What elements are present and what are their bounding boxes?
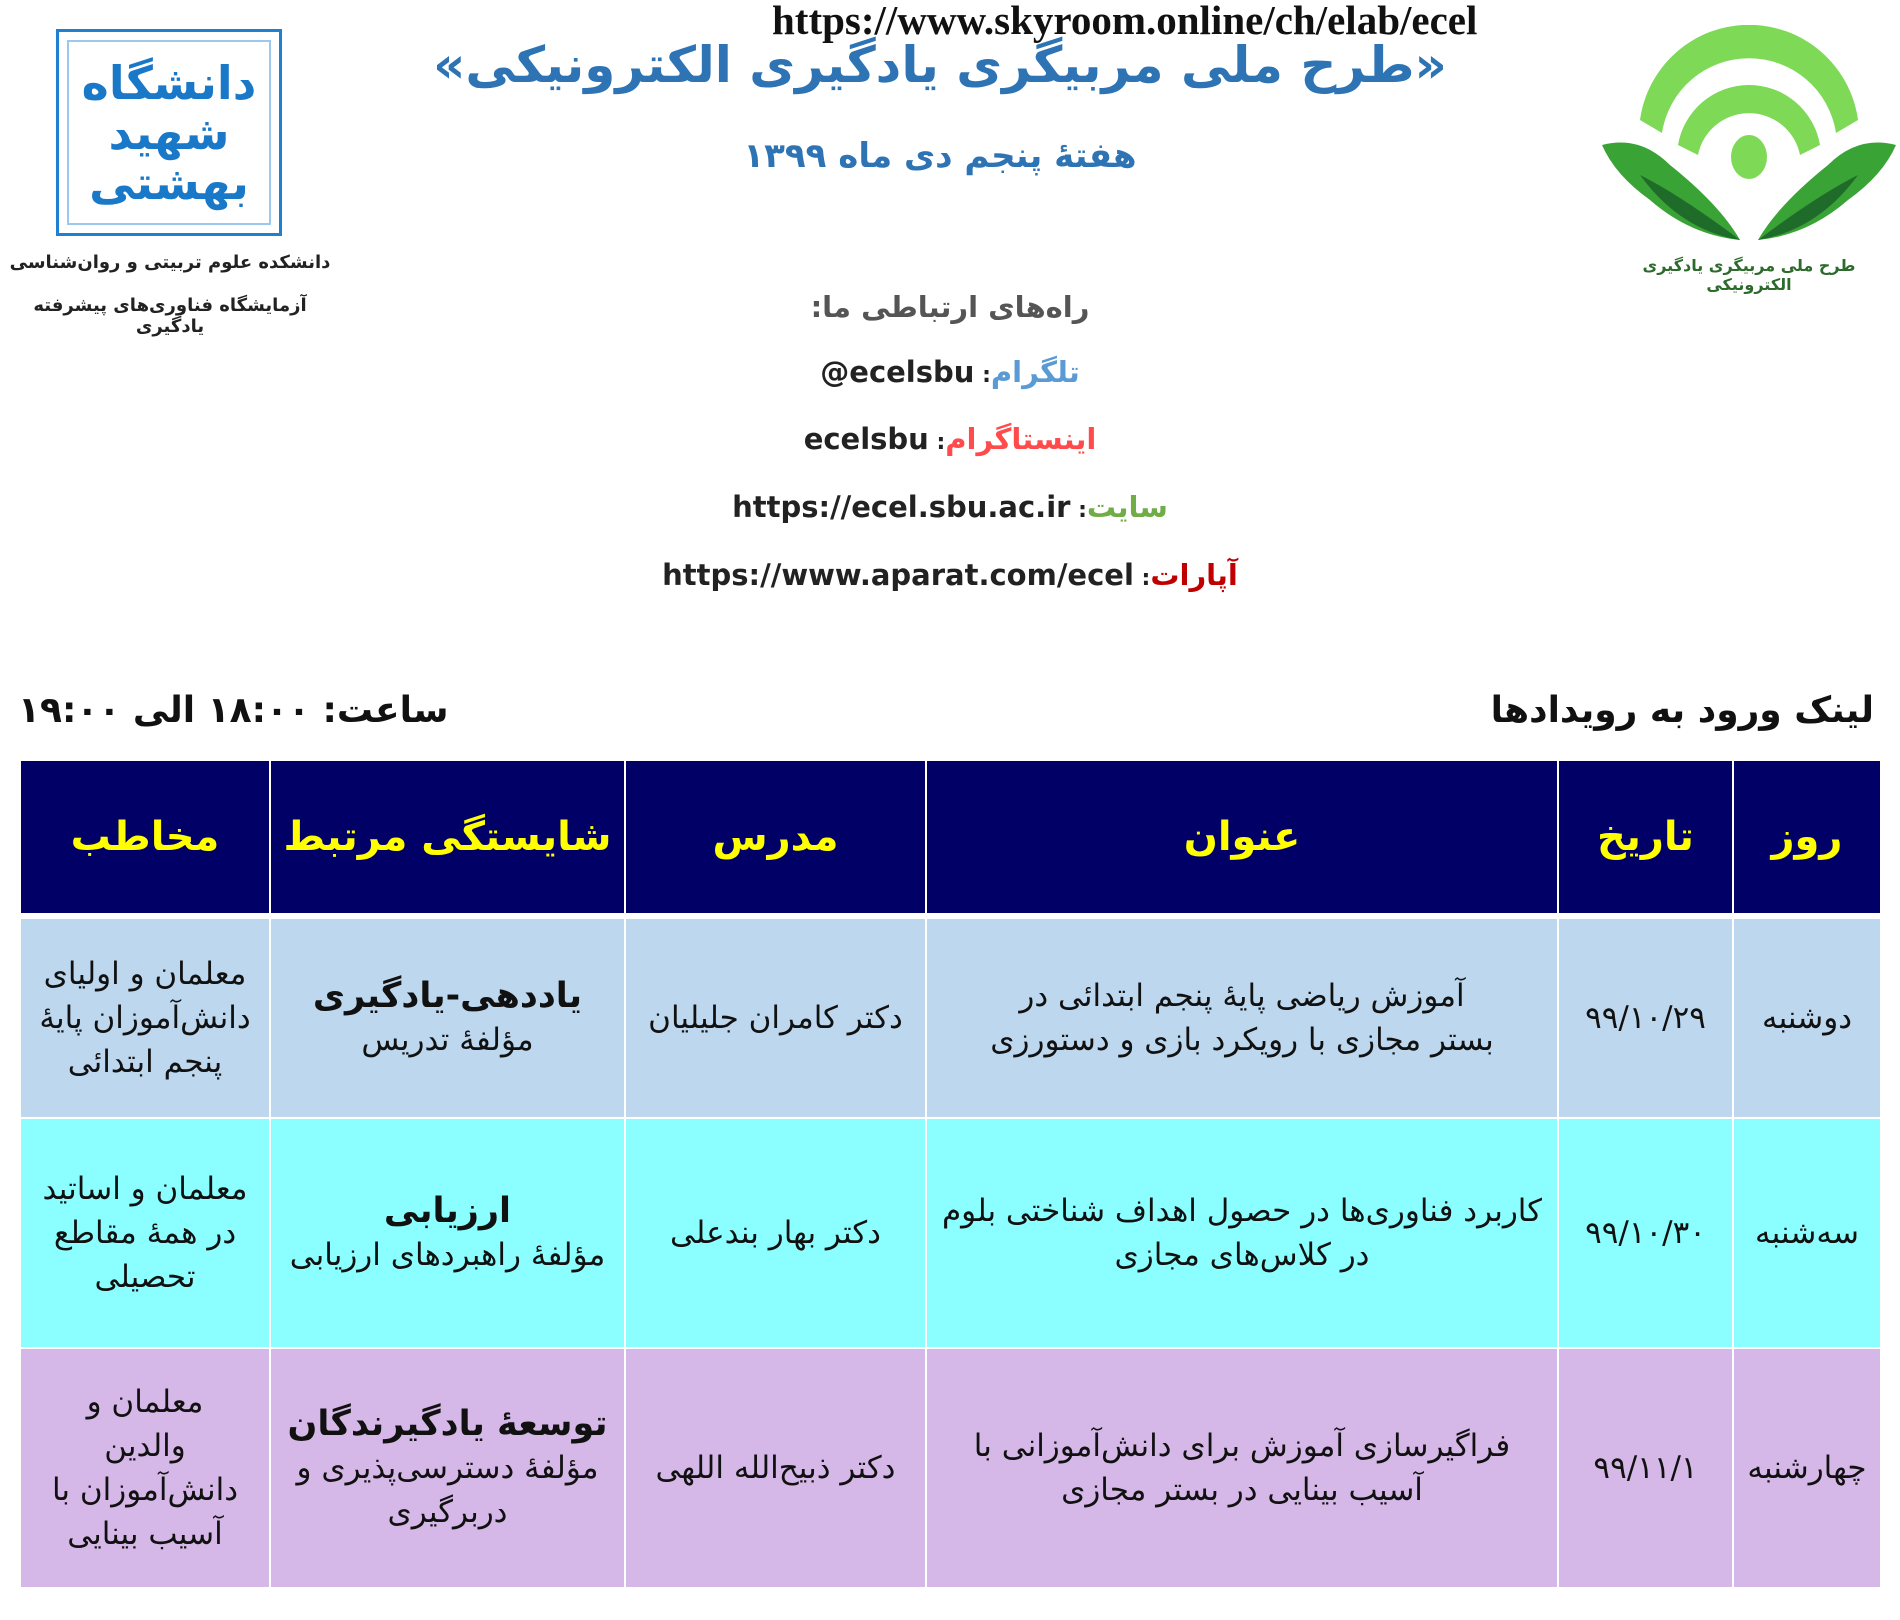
page-title: «طرح ملی مربیگری یادگیری الکترونیکی» (433, 36, 1447, 94)
header-date: تاریخ (1557, 759, 1734, 917)
cell-title: کاربرد فناوری‌ها در حصول اهداف شناختی بل… (925, 1117, 1559, 1349)
aparat-link[interactable]: https://www.aparat.com/ecel (662, 558, 1134, 592)
header-title: عنوان (925, 759, 1559, 917)
site-label: سایت (1086, 490, 1168, 524)
cell-teacher: دکتر کامران جلیلیان (624, 915, 927, 1119)
telegram-label: تلگرام (990, 355, 1080, 389)
cell-competency: ارزیابی مؤلفهٔ راهبردهای ارزیابی (269, 1117, 626, 1349)
contacts-heading: راه‌های ارتباطی ما: (810, 290, 1090, 324)
cell-competency: یاددهی-یادگیری مؤلفهٔ تدریس (269, 915, 626, 1119)
events-link[interactable]: https://www.skyroom.online/ch/elab/ecel (772, 0, 1478, 43)
contact-aparat: آپارات: https://www.aparat.com/ecel (662, 558, 1238, 592)
table-row: سه‌شنبه ۹۹/۱۰/۳۰ کاربرد فناوری‌ها در حصو… (19, 1117, 1882, 1349)
contact-instagram: اینستاگرام: ecelsbu (803, 422, 1097, 456)
cell-day: دوشنبه (1732, 915, 1882, 1119)
cell-audience: معلمان و اساتید در همهٔ مقاطع تحصیلی (19, 1117, 271, 1349)
contact-telegram: تلگرام: @ecelsbu (820, 355, 1080, 389)
program-logo-caption: طرح ملی مربیگری یادگیری الکترونیکی (1642, 256, 1856, 294)
faculty-caption: دانشکده علوم تربیتی و روان‌شناسی (9, 252, 331, 273)
cell-day: سه‌شنبه (1732, 1117, 1882, 1349)
competency-name: یاددهی-یادگیری (312, 976, 583, 1016)
instagram-handle[interactable]: ecelsbu (803, 422, 929, 456)
program-logo (1602, 25, 1896, 240)
cell-day: چهارشنبه (1732, 1347, 1882, 1589)
table-row: دوشنبه ۹۹/۱۰/۲۹ آموزش ریاضی پایهٔ پنجم ا… (19, 915, 1882, 1119)
contact-site: سایت: https://ecel.sbu.ac.ir (732, 490, 1168, 524)
cell-title: آموزش ریاضی پایهٔ پنجم ابتدائی در بستر م… (925, 915, 1559, 1119)
header-competency: شایستگی مرتبط (269, 759, 626, 917)
competency-component: مؤلفهٔ راهبردهای ارزیابی (289, 1237, 606, 1273)
cell-date: ۹۹/۱۰/۳۰ (1557, 1117, 1734, 1349)
cell-date: ۹۹/۱۰/۲۹ (1557, 915, 1734, 1119)
cell-teacher: دکتر بهار بندعلی (624, 1117, 927, 1349)
cell-audience: معلمان و والدین دانش‌آموزان با آسیب بینا… (19, 1347, 271, 1589)
page-subtitle: هفتهٔ پنجم دی ماه ۱۳۹۹ (743, 136, 1137, 176)
competency-name: ارزیابی (383, 1191, 512, 1231)
cell-date: ۹۹/۱۱/۱ (1557, 1347, 1734, 1589)
cell-teacher: دکتر ذبیح‌الله اللهی (624, 1347, 927, 1589)
competency-component: مؤلفهٔ دسترسی‌پذیری و دربرگیری (296, 1450, 599, 1530)
telegram-handle[interactable]: @ecelsbu (820, 355, 975, 389)
header-audience: مخاطب (19, 759, 271, 917)
instagram-label: اینستاگرام (945, 422, 1097, 456)
header-day: روز (1732, 759, 1882, 917)
university-logo-calligraphy: دانشگاه شهید بهشتی (81, 55, 257, 210)
competency-component: مؤلفهٔ تدریس (361, 1022, 534, 1058)
university-logo: دانشگاه شهید بهشتی (56, 29, 282, 236)
events-link-label: لینک ورود به رویدادها (1490, 690, 1874, 731)
schedule-table: روز تاریخ عنوان مدرس شایستگی مرتبط مخاطب… (19, 759, 1882, 1589)
aparat-label: آپارات (1150, 558, 1238, 592)
cell-audience: معلمان و اولیای دانش‌آموزان پایهٔ پنجم ا… (19, 915, 271, 1119)
cell-competency: توسعهٔ یادگیرندگان مؤلفهٔ دسترسی‌پذیری و … (269, 1347, 626, 1589)
event-time: ساعت: ۱۸:۰۰ الی ۱۹:۰۰ (18, 690, 449, 731)
competency-name: توسعهٔ یادگیرندگان (287, 1404, 608, 1444)
lab-caption: آزمایشگاه فناوری‌های پیشرفته یادگیری (33, 295, 307, 337)
site-link[interactable]: https://ecel.sbu.ac.ir (732, 490, 1071, 524)
cell-title: فراگیرسازی آموزش برای دانش‌آموزانی با آس… (925, 1347, 1559, 1589)
table-row: چهارشنبه ۹۹/۱۱/۱ فراگیرسازی آموزش برای د… (19, 1347, 1882, 1589)
header-teacher: مدرس (624, 759, 927, 917)
table-header-row: روز تاریخ عنوان مدرس شایستگی مرتبط مخاطب (19, 759, 1882, 917)
